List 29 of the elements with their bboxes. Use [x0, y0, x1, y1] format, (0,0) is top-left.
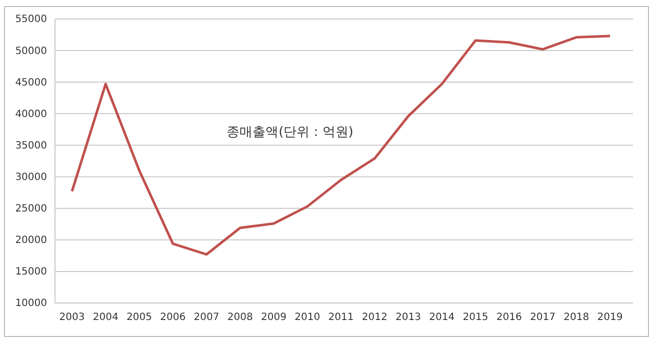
y-tick-label: 30000 [15, 172, 47, 183]
x-tick-label: 2014 [429, 312, 455, 324]
x-tick-label: 2016 [496, 312, 522, 324]
text: 종매출액(단위 : 억원) [226, 125, 354, 140]
line-series [70, 34, 612, 256]
x-tick-label: 2003 [59, 312, 85, 324]
x-tick-label: 2011 [328, 312, 354, 324]
x-tick-label: 2018 [564, 312, 590, 324]
y-tick-label: 20000 [15, 235, 47, 246]
x-tick-label: 2007 [194, 312, 220, 324]
x-tick-label: 2004 [92, 312, 118, 324]
x-tick-label: 2009 [261, 312, 286, 324]
y-tick-label: 50000 [15, 46, 47, 57]
x-tick-label: 2015 [462, 312, 488, 324]
x-tick-label: 2012 [362, 312, 388, 324]
y-tick-label: 55000 [15, 14, 47, 26]
y-tick-label: 25000 [15, 204, 47, 215]
x-tick-label: 2010 [294, 312, 320, 324]
x-tick-label: 2013 [396, 312, 421, 324]
y-tick-label: 35000 [15, 140, 47, 152]
x-tick-label: 2019 [597, 312, 623, 324]
y-tick-label: 10000 [15, 298, 47, 310]
x-tick-label: 2006 [160, 312, 186, 324]
y-tick-label: 15000 [15, 266, 47, 278]
x-tick-label: 2008 [227, 312, 253, 324]
x-tick-label: 2005 [126, 312, 152, 324]
x-tick-label: 2017 [530, 312, 556, 324]
y-tick-label: 45000 [15, 77, 47, 88]
y-tick-label: 40000 [15, 108, 47, 120]
